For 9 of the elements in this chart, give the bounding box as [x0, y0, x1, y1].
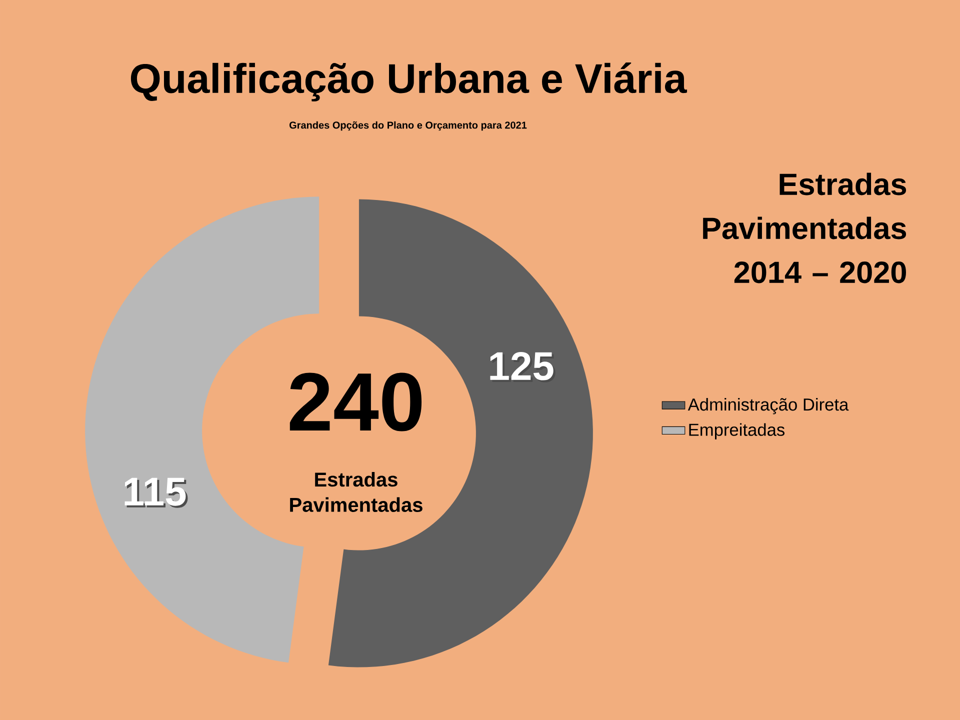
text: Estradas Pavimentadas	[290, 472, 422, 512]
legend-label: Empreitadas	[689, 423, 785, 440]
chart-title: Qualificação Urbana e Viária	[130, 62, 688, 102]
text: Estradas Pavimentadas 2014 – 2020	[703, 172, 906, 284]
data-label: 125	[492, 354, 556, 382]
text: 240	[290, 372, 422, 432]
data-label: 115	[126, 480, 188, 508]
legend-label: Administração Direta	[688, 398, 849, 414]
chart-subtitle: Grandes Opções do Plano e Orçamento para 2021	[289, 121, 527, 131]
